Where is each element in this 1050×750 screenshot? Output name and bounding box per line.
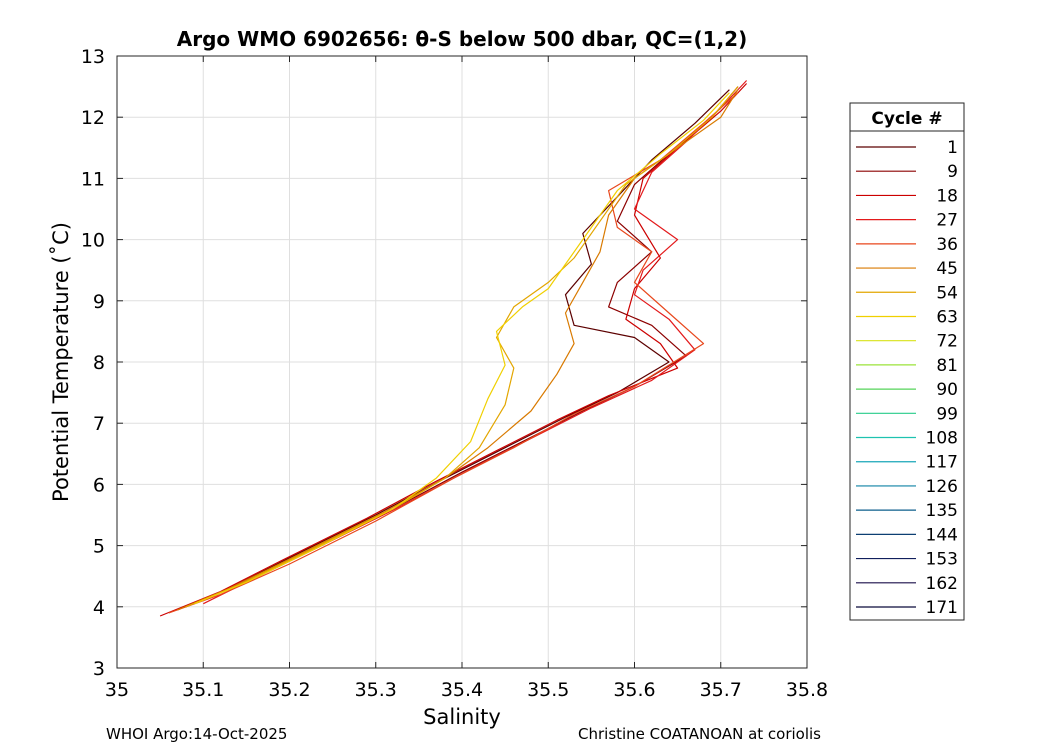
- series-line-cycle-1: [177, 89, 730, 611]
- y-tick-label: 4: [93, 597, 105, 619]
- x-tick-label: 35.3: [355, 679, 397, 701]
- y-axis-label: Potential Temperature (˚C): [49, 222, 73, 502]
- y-tick-label: 3: [93, 658, 105, 680]
- footer-right: Christine COATANOAN at coriolis: [578, 725, 821, 743]
- legend-label-117: 117: [926, 453, 958, 473]
- x-tick-label: 35.8: [786, 679, 828, 701]
- series-line-cycle-18: [159, 83, 748, 617]
- legend-label-45: 45: [936, 259, 958, 279]
- y-axis-ticks: 3 4 5 6 7 8 9 10 11 12 13: [81, 46, 807, 680]
- y-tick-label: 11: [81, 168, 105, 190]
- x-tick-label: 35.1: [182, 679, 224, 701]
- y-tick-label: 13: [81, 46, 105, 68]
- y-tick-label: 6: [93, 474, 105, 496]
- legend-label-54: 54: [936, 283, 958, 303]
- legend-label-135: 135: [926, 501, 958, 521]
- series-line-cycle-27: [203, 80, 748, 605]
- legend: Cycle # 19182736455463728190991081171261…: [849, 102, 965, 621]
- x-tick-label: 35: [105, 679, 129, 701]
- legend-label-90: 90: [936, 380, 958, 400]
- legend-title: Cycle #: [871, 109, 942, 129]
- x-tick-label: 35.5: [527, 679, 569, 701]
- series-group: [159, 80, 748, 617]
- legend-label-72: 72: [936, 332, 958, 352]
- grid: [117, 56, 807, 668]
- legend-label-99: 99: [936, 404, 958, 424]
- y-tick-label: 5: [93, 536, 105, 558]
- legend-label-27: 27: [936, 211, 958, 231]
- legend-label-162: 162: [926, 574, 958, 594]
- legend-label-36: 36: [936, 235, 958, 255]
- legend-label-108: 108: [926, 429, 958, 449]
- legend-label-153: 153: [926, 550, 958, 570]
- x-tick-label: 35.7: [700, 679, 742, 701]
- legend-label-18: 18: [936, 186, 958, 206]
- legend-label-144: 144: [926, 525, 958, 545]
- y-tick-label: 8: [93, 352, 105, 374]
- series-line-cycle-36: [168, 92, 739, 614]
- footer-left: WHOI Argo:14-Oct-2025: [106, 725, 288, 743]
- chart-title: Argo WMO 6902656: θ-S below 500 dbar, QC…: [177, 27, 747, 51]
- x-tick-label: 35.6: [613, 679, 655, 701]
- y-tick-label: 12: [81, 107, 105, 129]
- legend-label-171: 171: [926, 598, 958, 618]
- legend-label-63: 63: [936, 307, 958, 327]
- legend-items: 1 9 18 27 36 45 54 63 72 81 90 99 108 117 126 135 144 153…: [856, 138, 958, 618]
- series-line-cycle-63: [194, 92, 730, 605]
- x-tick-label: 35.4: [441, 679, 483, 701]
- legend-label-81: 81: [936, 356, 958, 376]
- legend-label-126: 126: [926, 477, 958, 497]
- x-tick-label: 35.2: [268, 679, 310, 701]
- legend-label-1: 1: [947, 138, 958, 158]
- y-tick-label: 9: [93, 291, 105, 313]
- x-axis-label: Salinity: [423, 705, 501, 729]
- legend-label-9: 9: [947, 162, 958, 182]
- y-tick-label: 7: [93, 413, 105, 435]
- y-tick-label: 10: [81, 230, 105, 252]
- x-axis-ticks: 35 35.1 35.2 35.3 35.4 35.5 35.6 35.7 35.8: [105, 56, 828, 701]
